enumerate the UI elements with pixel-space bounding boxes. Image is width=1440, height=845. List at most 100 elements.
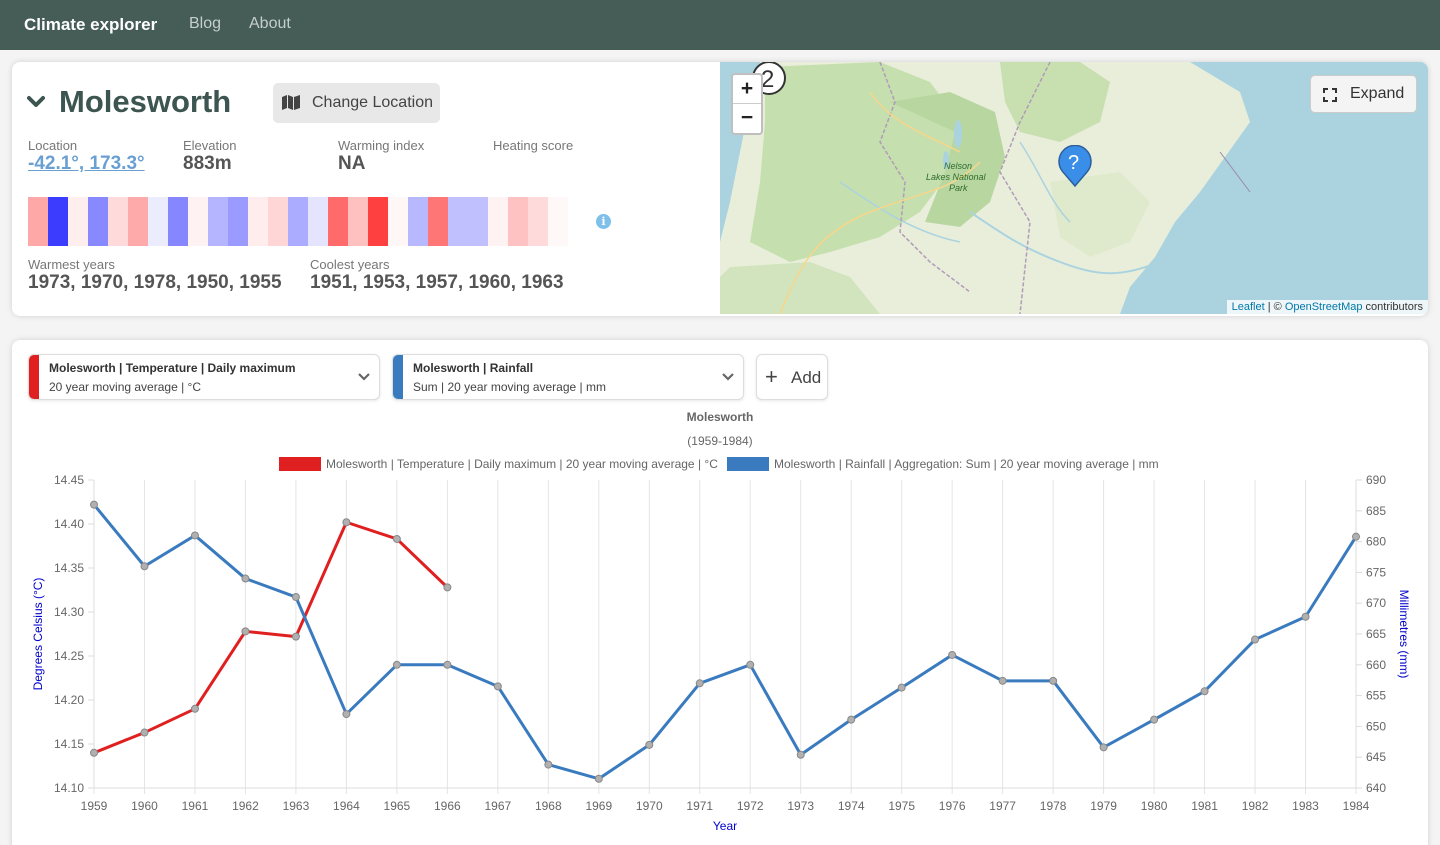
chevron-down-icon (358, 373, 370, 381)
svg-text:?: ? (1068, 152, 1079, 174)
warming-stripe (208, 197, 228, 246)
elevation-value: 883m (183, 153, 232, 174)
info-icon[interactable]: i (596, 214, 611, 229)
change-location-button[interactable]: Change Location (273, 83, 440, 123)
zoom-in-button[interactable]: + (733, 75, 761, 104)
location-title: Molesworth (59, 84, 232, 119)
y-tick-label-right: 690 (1366, 473, 1386, 487)
y-tick-label-left: 14.25 (54, 649, 84, 663)
y-tick-label-right: 645 (1366, 750, 1386, 764)
line-chart[interactable]: Molesworth (1959-1984) Molesworth | Temper… (12, 400, 1428, 845)
nav-link-blog[interactable]: Blog (189, 15, 222, 32)
series-title: Molesworth | Rainfall (413, 361, 534, 375)
warming-stripe (528, 197, 548, 246)
series-select-rainfall[interactable]: Molesworth | Rainfall Sum | 20 year movi… (392, 354, 744, 400)
data-point-rainfall (897, 683, 906, 692)
warming-stripe (368, 197, 388, 246)
data-point-rainfall (695, 679, 704, 688)
data-point-temperature (190, 704, 199, 713)
elevation-label: Elevation (183, 138, 237, 153)
series-line-rainfall (92, 503, 1358, 781)
x-tick-label: 1965 (384, 799, 411, 813)
warming-stripes (28, 197, 588, 246)
x-tick-label: 1972 (737, 799, 764, 813)
warming-stripe (468, 197, 488, 246)
x-tick-label: 1984 (1343, 799, 1370, 813)
data-point-rainfall (1301, 612, 1310, 621)
x-tick-label: 1969 (585, 799, 612, 813)
location-map[interactable]: Nelson Lakes National Park 2 + − ? Expan… (720, 62, 1428, 314)
x-tick-label: 1978 (1040, 799, 1067, 813)
location-card: Molesworth Change Location Location -42.… (12, 62, 1428, 316)
warming-stripe (168, 197, 188, 246)
x-tick-label: 1981 (1191, 799, 1218, 813)
location-label: Location (28, 138, 78, 153)
park-label-line3: Park (949, 183, 968, 193)
brand-link[interactable]: Climate explorer (24, 15, 158, 34)
legend-swatch-rainfall (727, 457, 769, 471)
chart-subtitle: (1959-1984) (687, 434, 752, 448)
x-tick-label: 1960 (131, 799, 158, 813)
chevron-down-icon[interactable] (26, 92, 46, 112)
expand-label: Expand (1350, 85, 1405, 102)
legend-label-rainfall: Molesworth | Rainfall | Aggregation: Sum… (774, 457, 1159, 471)
series-color-bar (29, 355, 39, 399)
warming-stripe (568, 197, 588, 246)
y-tick-label-right: 655 (1366, 689, 1386, 703)
x-tick-label: 1961 (182, 799, 209, 813)
osm-link[interactable]: OpenStreetMap (1284, 301, 1363, 313)
data-point-rainfall (746, 660, 755, 669)
x-tick-label: 1963 (283, 799, 310, 813)
location-coordinates-link[interactable]: -42.1°, 173.3° (28, 153, 145, 174)
y-tick-label-left: 14.20 (54, 693, 84, 707)
park-label-line2: Lakes National (926, 172, 987, 182)
map-icon (282, 95, 300, 110)
coolest-years-label: Coolest years (310, 257, 390, 272)
park-label-line1: Nelson (944, 161, 972, 171)
heating-score-label: Heating score (493, 138, 574, 153)
change-location-label: Change Location (312, 94, 433, 111)
x-tick-label: 1959 (81, 799, 108, 813)
data-point-rainfall (1200, 687, 1209, 696)
data-point-rainfall (90, 500, 98, 509)
zoom-control: + − (731, 73, 763, 135)
expand-map-button[interactable]: Expand (1310, 75, 1417, 113)
warming-stripe (428, 197, 448, 246)
add-series-button[interactable]: + Add (756, 354, 828, 400)
y-axis-label-left: Degrees Celsius (°C) (31, 578, 45, 691)
warmest-years-label: Warmest years (28, 257, 115, 272)
x-tick-label: 1982 (1242, 799, 1269, 813)
series-subtitle: Sum | 20 year moving average | mm (413, 380, 606, 394)
data-point-rainfall (241, 574, 250, 583)
location-marker-icon[interactable]: ? (1057, 145, 1093, 187)
x-tick-label: 1974 (838, 799, 865, 813)
warming-index-value: NA (338, 153, 366, 174)
warming-stripe (188, 197, 208, 246)
y-tick-label-right: 670 (1366, 596, 1386, 610)
warming-stripe (488, 197, 508, 246)
series-select-temperature[interactable]: Molesworth | Temperature | Daily maximum… (28, 354, 380, 400)
x-tick-label: 1964 (333, 799, 360, 813)
leaflet-link[interactable]: Leaflet (1231, 301, 1265, 313)
data-point-rainfall (948, 650, 957, 659)
warming-stripe (328, 197, 348, 246)
x-tick-label: 1968 (535, 799, 562, 813)
data-point-rainfall (645, 740, 654, 749)
x-tick-label: 1979 (1090, 799, 1117, 813)
warming-stripe (288, 197, 308, 246)
data-point-rainfall (291, 593, 300, 602)
warming-stripe (248, 197, 268, 246)
x-tick-label: 1980 (1141, 799, 1168, 813)
x-tick-label: 1975 (888, 799, 915, 813)
warming-stripe (348, 197, 368, 246)
warming-stripe (88, 197, 108, 246)
x-tick-label: 1962 (232, 799, 259, 813)
data-point-rainfall (190, 531, 199, 540)
y-tick-label-left: 14.35 (54, 561, 84, 575)
warming-stripe (228, 197, 248, 246)
nav-link-about[interactable]: About (249, 15, 291, 32)
warming-stripe (548, 197, 568, 246)
data-point-rainfall (847, 715, 856, 724)
zoom-out-button[interactable]: − (740, 106, 754, 129)
cluster-count: 2 (761, 66, 774, 93)
